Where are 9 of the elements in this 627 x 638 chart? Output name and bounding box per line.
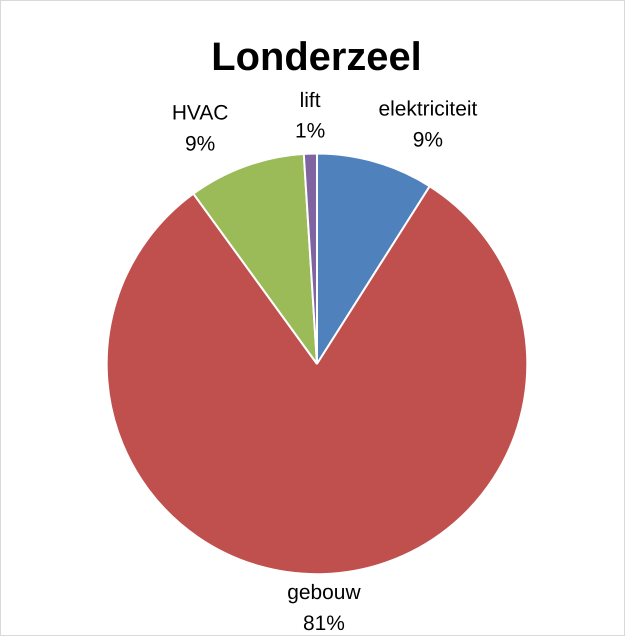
slice-label: HVAC	[172, 102, 228, 125]
data-label: 9%	[184, 132, 216, 156]
slice-label: lift	[300, 88, 321, 112]
chart-title: Londerzeel	[211, 34, 422, 79]
slice-label: gebouw	[287, 581, 362, 604]
data-label: 1%	[294, 120, 326, 143]
data-label: 9%	[412, 128, 444, 152]
slice-label: elektriciteit	[378, 97, 478, 120]
data-label: 81%	[302, 612, 345, 635]
